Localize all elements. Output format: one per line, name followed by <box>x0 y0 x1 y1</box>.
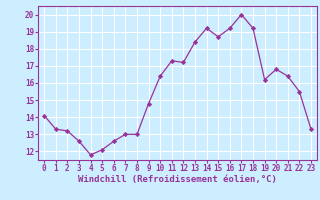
X-axis label: Windchill (Refroidissement éolien,°C): Windchill (Refroidissement éolien,°C) <box>78 175 277 184</box>
